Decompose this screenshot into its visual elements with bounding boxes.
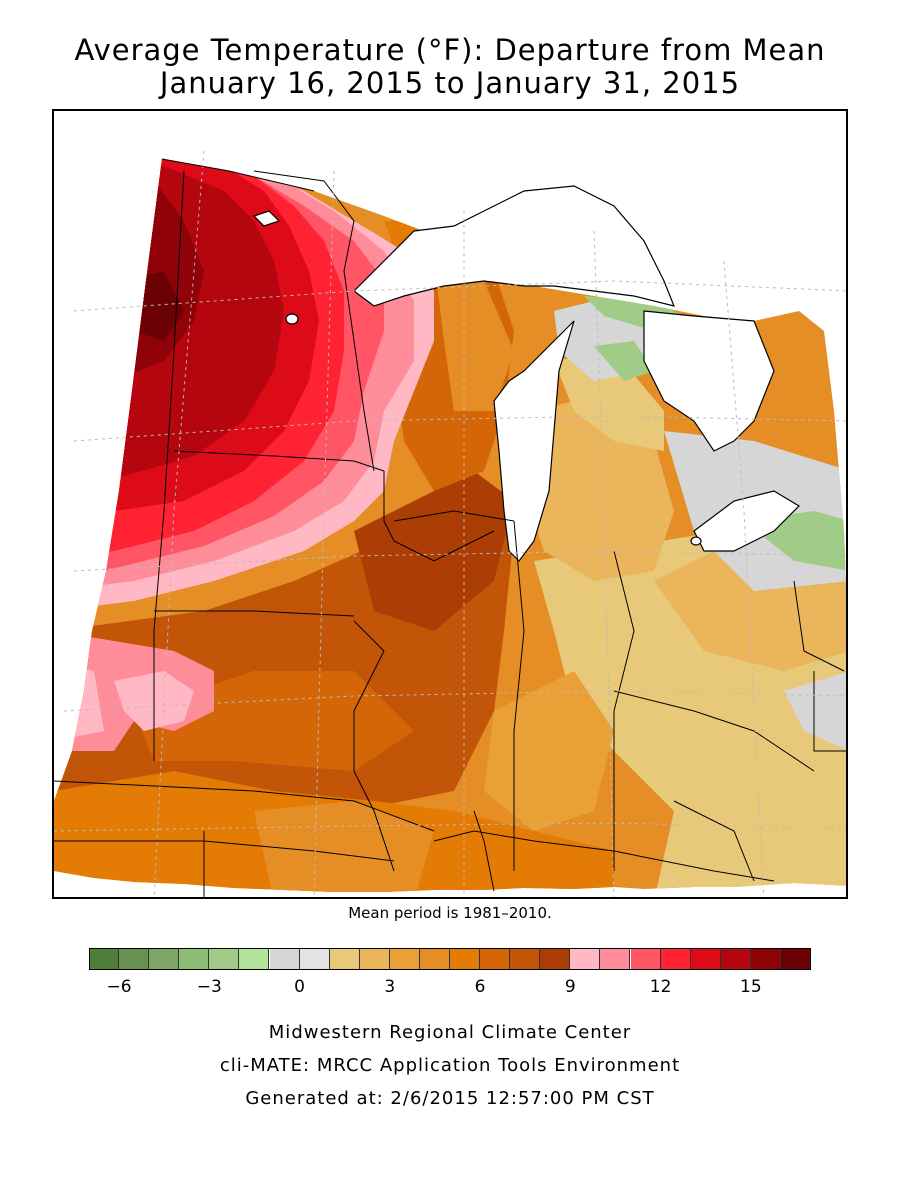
legend-tick-label: −3 — [196, 977, 222, 997]
map-graphic — [54, 150, 846, 897]
legend-swatch — [119, 948, 150, 970]
legend-tick-label: −6 — [106, 977, 132, 997]
legend-swatch — [780, 948, 811, 970]
legend-tick-label: 0 — [294, 977, 305, 997]
legend-swatch — [329, 948, 360, 970]
credit-organization: Midwestern Regional Climate Center — [268, 1022, 632, 1043]
legend-tick-label: 15 — [740, 977, 762, 997]
legend-swatch — [510, 948, 541, 970]
legend-tick-label: 3 — [384, 977, 396, 997]
legend-swatch — [299, 948, 330, 970]
legend-swatch — [389, 948, 420, 970]
legend-swatch — [450, 948, 481, 970]
legend-swatch — [359, 948, 390, 970]
legend-tick-label: 6 — [474, 977, 486, 997]
lat-lon-grid — [54, 150, 846, 897]
legend-swatch — [690, 948, 721, 970]
legend-tick-label: 12 — [649, 977, 672, 997]
legend-swatch — [630, 948, 661, 970]
legend-swatch — [600, 948, 631, 970]
map-date-range: January 16, 2015 to January 31, 2015 — [159, 66, 741, 100]
legend-swatch — [750, 948, 781, 970]
temperature-departure-map — [52, 109, 848, 899]
legend-swatch — [419, 948, 450, 970]
color-legend — [89, 948, 811, 970]
legend-swatch — [149, 948, 180, 970]
legend-swatch — [570, 948, 601, 970]
legend-swatch — [720, 948, 751, 970]
map-title: Average Temperature (°F): Departure from… — [74, 33, 826, 67]
legend-swatch — [239, 948, 270, 970]
state-boundaries — [54, 170, 846, 897]
mean-period-note: Mean period is 1981–2010. — [348, 904, 552, 922]
legend-swatch — [89, 948, 120, 970]
legend-swatch — [480, 948, 511, 970]
legend-swatch — [179, 948, 210, 970]
legend-swatch — [540, 948, 571, 970]
legend-tick-label: 9 — [564, 977, 576, 997]
credit-tool: cli-MATE: MRCC Application Tools Environ… — [219, 1055, 681, 1076]
credit-generated: Generated at: 2/6/2015 12:57:00 PM CST — [245, 1088, 655, 1109]
legend-swatch — [269, 948, 300, 970]
great-lakes — [252, 185, 800, 562]
legend-swatch — [209, 948, 240, 970]
legend-swatch — [660, 948, 691, 970]
